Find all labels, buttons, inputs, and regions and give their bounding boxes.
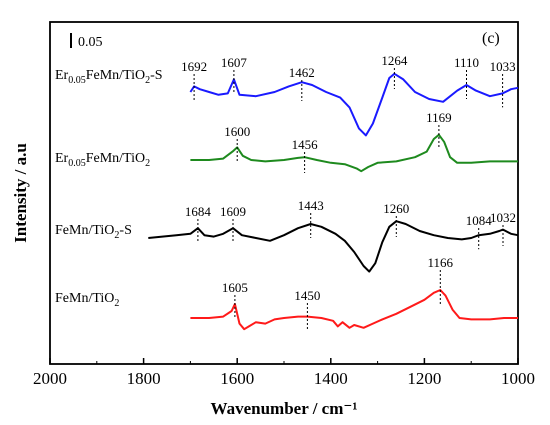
peak-label: 1692 xyxy=(181,59,207,74)
x-tick-label: 1600 xyxy=(220,369,254,388)
y-axis-title: Intensity / a.u xyxy=(11,143,30,243)
peak-label: 1450 xyxy=(294,288,320,303)
x-axis-title: Wavenumber / cm⁻¹ xyxy=(211,399,358,418)
series-group xyxy=(148,72,519,331)
peak-label: 1443 xyxy=(298,198,324,213)
x-tick-label: 1400 xyxy=(314,369,348,388)
peak-markers: 1692 1607 1462 1264 1110 1033 1600 1456 1169 1684… xyxy=(181,53,516,331)
peak-label: 1264 xyxy=(381,53,408,68)
x-tick-label: 1200 xyxy=(407,369,441,388)
scale-bar-label: 0.05 xyxy=(78,35,103,50)
scale-bar: 0.05 xyxy=(70,33,103,50)
peak-label: 1166 xyxy=(428,255,454,270)
peak-label: 1607 xyxy=(221,55,248,70)
series-labels: Er0.05FeMn/TiO2-S Er0.05FeMn/TiO2 FeMn/TiO… xyxy=(55,68,163,309)
peak-label: 1600 xyxy=(224,124,250,139)
series-line xyxy=(190,133,518,173)
panel-label: (c) xyxy=(482,30,500,47)
peak-label: 1456 xyxy=(292,137,319,152)
series-line xyxy=(190,289,518,331)
x-tick-label: 1000 xyxy=(501,369,535,388)
series-label: Er0.05FeMn/TiO2-S xyxy=(55,68,163,86)
series-label: FeMn/TiO2-S xyxy=(55,223,132,241)
peak-label: 1033 xyxy=(490,59,516,74)
x-tick-label: 2000 xyxy=(33,369,67,388)
peak-label: 1260 xyxy=(383,201,409,216)
series-label: Er0.05FeMn/TiO2 xyxy=(55,151,150,169)
peak-label: 1169 xyxy=(426,110,452,125)
x-tick-label: 1800 xyxy=(127,369,161,388)
peak-label: 1032 xyxy=(490,210,516,225)
peak-label: 1609 xyxy=(220,204,246,219)
peak-label: 1605 xyxy=(222,280,248,295)
peak-label: 1084 xyxy=(466,213,493,228)
series-line xyxy=(148,220,519,273)
peak-label: 1684 xyxy=(185,204,212,219)
series-label: FeMn/TiO2 xyxy=(55,291,119,309)
peak-label: 1462 xyxy=(289,65,315,80)
peak-label: 1110 xyxy=(454,55,479,70)
x-axis-ticks: 2000 1800 1600 1400 1200 1000 xyxy=(33,358,535,388)
series-line xyxy=(189,72,519,137)
